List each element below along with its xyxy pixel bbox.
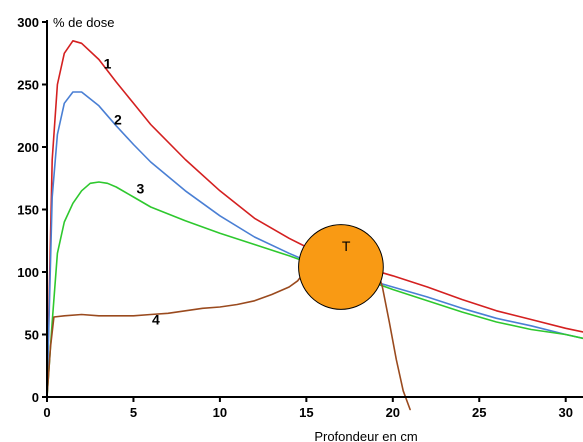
y-tick-label: 50 xyxy=(25,328,39,343)
curve-label-1: 1 xyxy=(104,55,112,71)
target-circle xyxy=(298,224,384,310)
x-tick-label: 25 xyxy=(472,405,486,420)
y-tick-label: 200 xyxy=(17,140,39,155)
x-tick-label: 10 xyxy=(213,405,227,420)
target-group xyxy=(298,224,384,310)
series-2-line xyxy=(46,91,583,398)
y-tick-label: 150 xyxy=(17,203,39,218)
x-axis-title: Profondeur en cm xyxy=(314,429,417,442)
x-tick-label: 30 xyxy=(558,405,572,420)
x-tick-label: 5 xyxy=(130,405,137,420)
y-tick-label: 300 xyxy=(17,15,39,30)
curves-group xyxy=(46,39,583,411)
curve-label-2: 2 xyxy=(114,112,122,128)
y-axis-title: % de dose xyxy=(53,15,114,30)
x-tick-label: 20 xyxy=(386,405,400,420)
x-tick-label: 15 xyxy=(299,405,313,420)
axes-group: 0 50 100 150 200 250 300 0 5 10 15 20 25 30 xyxy=(17,15,583,420)
annotations-group: 1 2 3 4 T xyxy=(104,55,351,327)
y-tick-label: 250 xyxy=(17,78,39,93)
curve-label-3: 3 xyxy=(136,180,144,196)
y-tick-label: 0 xyxy=(32,390,39,405)
curve-label-4: 4 xyxy=(152,312,160,328)
series-1-line xyxy=(46,39,583,398)
series-3-line xyxy=(46,181,583,398)
y-tick-label: 100 xyxy=(17,265,39,280)
target-label: T xyxy=(342,238,351,254)
x-tick-label: 0 xyxy=(43,405,50,420)
